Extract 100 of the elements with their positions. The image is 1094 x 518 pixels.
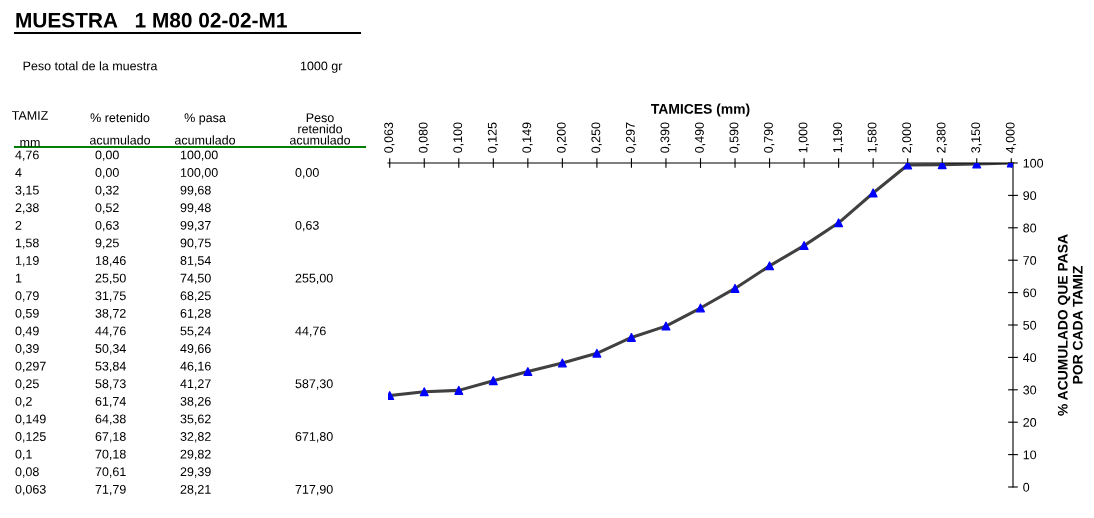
x-tick-label: 2,380 [936, 122, 948, 153]
y-tick-label: 70 [1023, 256, 1037, 265]
category-label: 2,38 [15, 203, 39, 214]
data-label: 100,00 [180, 168, 218, 179]
category-label: 1 [15, 273, 22, 283]
data-label: 64,38 [95, 414, 126, 425]
x-tick-label: 0,200 [556, 122, 568, 153]
point [834, 218, 844, 228]
point [937, 163, 947, 170]
y-tick-label: 50 [1023, 320, 1037, 330]
data-label: 0,32 [95, 185, 119, 197]
x-tick-label: 0,297 [625, 122, 637, 153]
data-label: 29,39 [180, 467, 211, 478]
data-label: 587,30 [295, 379, 333, 390]
category-label: 0,79 [15, 291, 39, 302]
category-label: 1,58 [15, 238, 39, 249]
category-label: 2 [15, 220, 22, 230]
legend-label: % pasa acumulado [174, 113, 236, 145]
data-label: 0,00 [295, 168, 319, 179]
category-label: 0,08 [15, 467, 39, 478]
x-tick-label: 0,149 [522, 122, 533, 153]
category-label: 3,15 [15, 185, 39, 197]
x-tick-label: 0,390 [660, 122, 671, 153]
x-tick-label: 0,490 [695, 122, 706, 153]
category-label: 0,149 [15, 414, 46, 425]
data-label: 38,26 [180, 396, 211, 408]
data-label: 29,82 [180, 449, 211, 461]
data-label: 70,61 [95, 467, 126, 478]
x-tick-label: 0,790 [764, 122, 775, 153]
x-tick-label: 0,100 [453, 122, 464, 153]
y-tick-label: 30 [1023, 385, 1037, 395]
data-label: 99,37 [180, 220, 211, 232]
point [592, 348, 602, 358]
data-label: 38,72 [95, 308, 126, 320]
point [488, 376, 498, 386]
data-label: 18,46 [95, 256, 126, 267]
data-label: 53,84 [95, 361, 126, 373]
category-label: 0,39 [15, 344, 39, 355]
category-label: 0,25 [15, 379, 39, 390]
y-tick-label: 80 [1023, 223, 1037, 233]
point [799, 241, 809, 251]
category-label: 4 [15, 168, 22, 177]
data-label: 41,27 [180, 379, 211, 390]
data-label: 0,52 [95, 203, 119, 214]
point [730, 283, 740, 293]
point [765, 261, 775, 271]
category-label: 0,2 [15, 396, 32, 408]
point [454, 385, 464, 395]
text: Peso total de la muestra [23, 61, 158, 71]
y-tick-label: 60 [1023, 288, 1037, 298]
category-label: 0,59 [15, 308, 39, 320]
data-label: 717,90 [295, 484, 333, 496]
data-label: 28,21 [180, 484, 211, 496]
category-label: 1,19 [15, 256, 39, 267]
y-tick-label: 90 [1023, 191, 1037, 201]
point [419, 387, 429, 397]
data-label: 9,25 [95, 238, 119, 249]
data-label: 68,25 [180, 291, 211, 302]
data-label: 61,74 [95, 396, 126, 408]
data-label: 67,18 [95, 432, 126, 443]
x-axis-title: TAMICES (mm) [651, 103, 750, 117]
point [903, 163, 913, 170]
legend-label: Peso retenido acumulado [289, 113, 351, 145]
y-tick-label: 20 [1023, 418, 1037, 427]
data-label: 0,00 [95, 168, 119, 179]
data-label: 99,48 [180, 203, 211, 214]
x-tick-label: 1,000 [798, 122, 809, 153]
data-label: 58,73 [95, 379, 126, 390]
data-label: 31,75 [95, 291, 126, 302]
category-label: 0,1 [15, 449, 32, 461]
data-label: 44,76 [295, 326, 326, 337]
data-label: 55,24 [180, 326, 211, 337]
x-tick-label: 3,150 [971, 122, 982, 153]
point [661, 321, 671, 331]
text: TAMIZ mm [12, 111, 48, 147]
data-label: 50,34 [95, 344, 126, 355]
x-tick-label: 1,580 [867, 122, 878, 153]
data-label: 74,50 [180, 273, 211, 285]
y-tick-label: 0 [1023, 482, 1030, 492]
x-tick-label: 0,590 [729, 122, 740, 153]
data-label: 61,28 [180, 308, 211, 320]
point [696, 303, 705, 313]
x-tick-label: 0,080 [418, 122, 430, 153]
y-tick-label: 40 [1023, 353, 1037, 363]
data-label: 255,00 [295, 273, 333, 285]
text: 1000 gr [300, 61, 343, 73]
data-label: 90,75 [180, 238, 211, 249]
point [626, 332, 636, 342]
x-tick-label: 0,125 [487, 122, 499, 153]
point [557, 358, 567, 368]
data-label: 0,63 [295, 220, 319, 232]
data-label: 70,18 [95, 449, 126, 461]
text: MUESTRA 1 M80 02-02-M1 [16, 12, 287, 28]
point [868, 188, 878, 198]
data-label: 44,76 [95, 326, 126, 337]
data-label: 46,16 [180, 361, 211, 373]
data-label: 100,00 [180, 150, 218, 161]
y-tick-label: 100 [1023, 158, 1044, 168]
data-label: 0,00 [95, 150, 119, 161]
data-label: 81,54 [180, 256, 211, 267]
